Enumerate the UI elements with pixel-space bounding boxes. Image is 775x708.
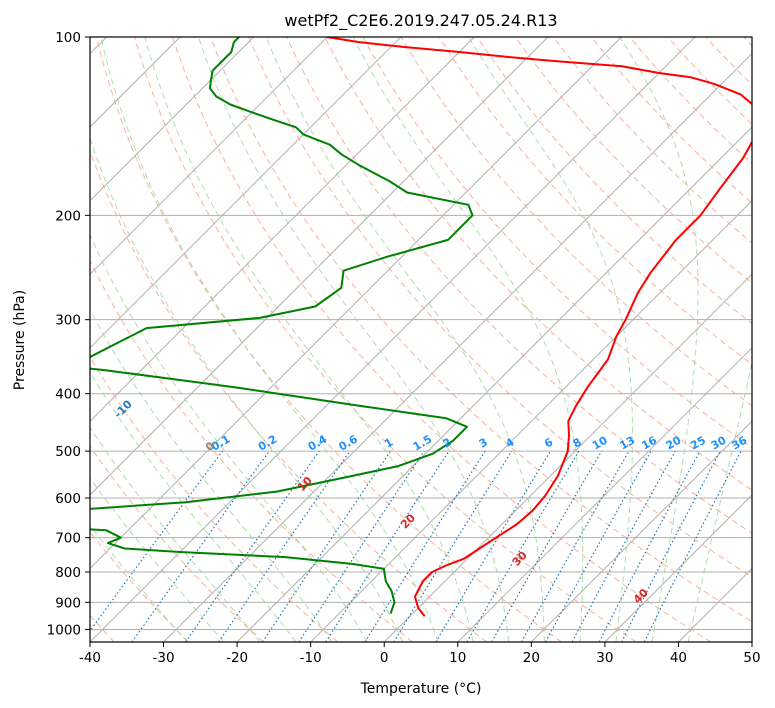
isotherm-line [163,52,752,642]
isotherm-line [530,420,752,642]
moist-adiabat-line [100,37,439,642]
mixing-ratio-line [545,450,652,642]
dry-adiabat-line [514,37,752,284]
isotherm-line [457,347,752,642]
y-axis-label: Pressure (hPa) [12,290,28,390]
isotherm-line [236,126,752,642]
mixing-ratio-line [393,450,513,642]
y-tick-label: 300 [55,313,81,329]
mixing-ratio-line [131,450,270,642]
dry-adiabat-line [90,259,413,642]
y-tick-label: 100 [55,30,81,46]
y-tick-label: 400 [55,387,81,403]
moist-adiabat-line [90,308,333,642]
dry-adiabat-line [210,37,752,623]
dry-adiabat-line [134,37,637,642]
isotherm-line [90,37,475,423]
mixing-ratio-line [218,450,351,642]
x-tick-label: 30 [596,650,613,666]
moist-adiabat-line [90,477,225,642]
temperature-profile-line [327,37,752,617]
moist-adiabat-line [265,37,545,642]
dry-adiabat-line [90,355,339,642]
moist-adiabat-line [90,426,261,642]
isotherm-line [90,37,255,202]
moist-adiabat-line [90,371,297,642]
isotherm-line [90,37,402,349]
y-tick-label: 500 [55,444,81,460]
dry-adiabat-line [90,445,264,642]
isotherm-line [90,37,328,275]
x-tick-label: 0 [380,650,389,666]
x-tick-label: 40 [670,650,687,666]
chart-title: wetPf2_C2E6.2019.247.05.24.R13 [284,11,557,31]
dry-adiabat-line [95,37,562,642]
moist-adiabat-line [352,37,584,642]
moist-adiabat-line [687,360,752,642]
mixing-ratio-line [520,450,630,642]
dry-adiabat-label: -20 [32,360,55,383]
x-tick-label: 20 [523,650,540,666]
isotherm-line [90,37,622,570]
y-tick-label: 900 [55,595,81,611]
mixing-ratio-line [90,450,223,632]
x-tick-label: -10 [300,650,322,666]
mixing-ratio-line [643,450,742,642]
isotherm-line [90,37,696,642]
dewpoint-profile-line [90,37,474,614]
y-tick-label: 1000 [47,622,81,638]
y-tick-label: 200 [55,208,81,224]
y-tick-label: 800 [55,565,81,581]
x-tick-label: 10 [449,650,466,666]
moist-adiabat-line [144,37,474,642]
moist-adiabat-line [619,37,699,642]
x-tick-label: 50 [743,650,760,666]
isotherm-line [383,273,752,642]
mixing-ratio-line [185,450,320,642]
y-tick-label: 600 [55,491,81,507]
mixing-ratio-line [262,450,392,642]
mixing-ratio-line [571,450,676,642]
plot-background [90,37,752,642]
isotherm-line [90,37,549,496]
moist-adiabat-line [198,37,510,642]
moist-adiabat-line [90,524,188,642]
mixing-ratio-line [325,450,450,642]
x-axis-label: Temperature (°C) [360,681,482,697]
x-tick-label: -20 [226,650,248,666]
moist-adiabat-line [90,233,368,642]
x-tick-label: -40 [79,650,101,666]
dry-adiabat-line [248,37,752,578]
dry-adiabat-line [172,37,712,642]
isotherm-line [604,494,752,642]
x-tick-label: -30 [153,650,175,666]
plot-frame [89,36,753,643]
dry-adiabat-line [286,37,752,534]
dry-adiabat-line [324,37,752,491]
y-tick-label: 700 [55,531,81,547]
isotherm-line [751,641,752,642]
